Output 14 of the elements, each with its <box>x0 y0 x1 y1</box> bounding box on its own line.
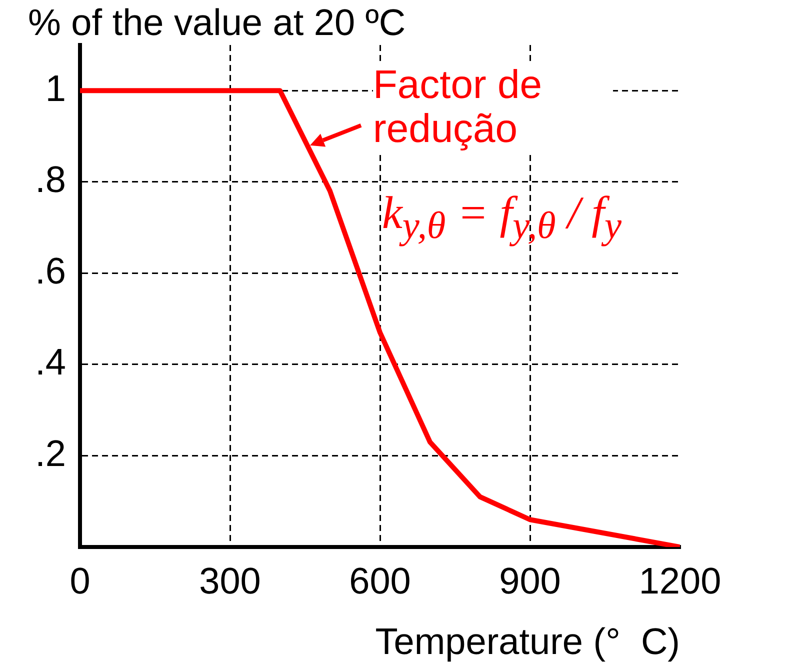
x-tick-label: 1200 <box>638 560 722 602</box>
y-tick-label: .8 <box>35 159 66 200</box>
x-tick-label: 900 <box>499 560 561 602</box>
annotation: k$_{y,θ}$ = f$_{y,θ}$ / f$_{y}$ <box>382 186 622 248</box>
y-tick-label: .4 <box>35 342 66 383</box>
y-tick-label: 1 <box>45 68 66 109</box>
y-tick-label: .2 <box>35 432 66 474</box>
y-axis-title: % of the value at 20 ºC <box>28 2 406 44</box>
x-tick-label: 0 <box>70 560 90 602</box>
x-tick-label: 300 <box>199 560 261 602</box>
x-axis-title: Temperature (° C) <box>375 621 680 662</box>
annotation: Factor de redução <box>373 63 613 152</box>
y-tick-label: .6 <box>35 250 66 292</box>
x-tick-label: 600 <box>349 560 411 602</box>
